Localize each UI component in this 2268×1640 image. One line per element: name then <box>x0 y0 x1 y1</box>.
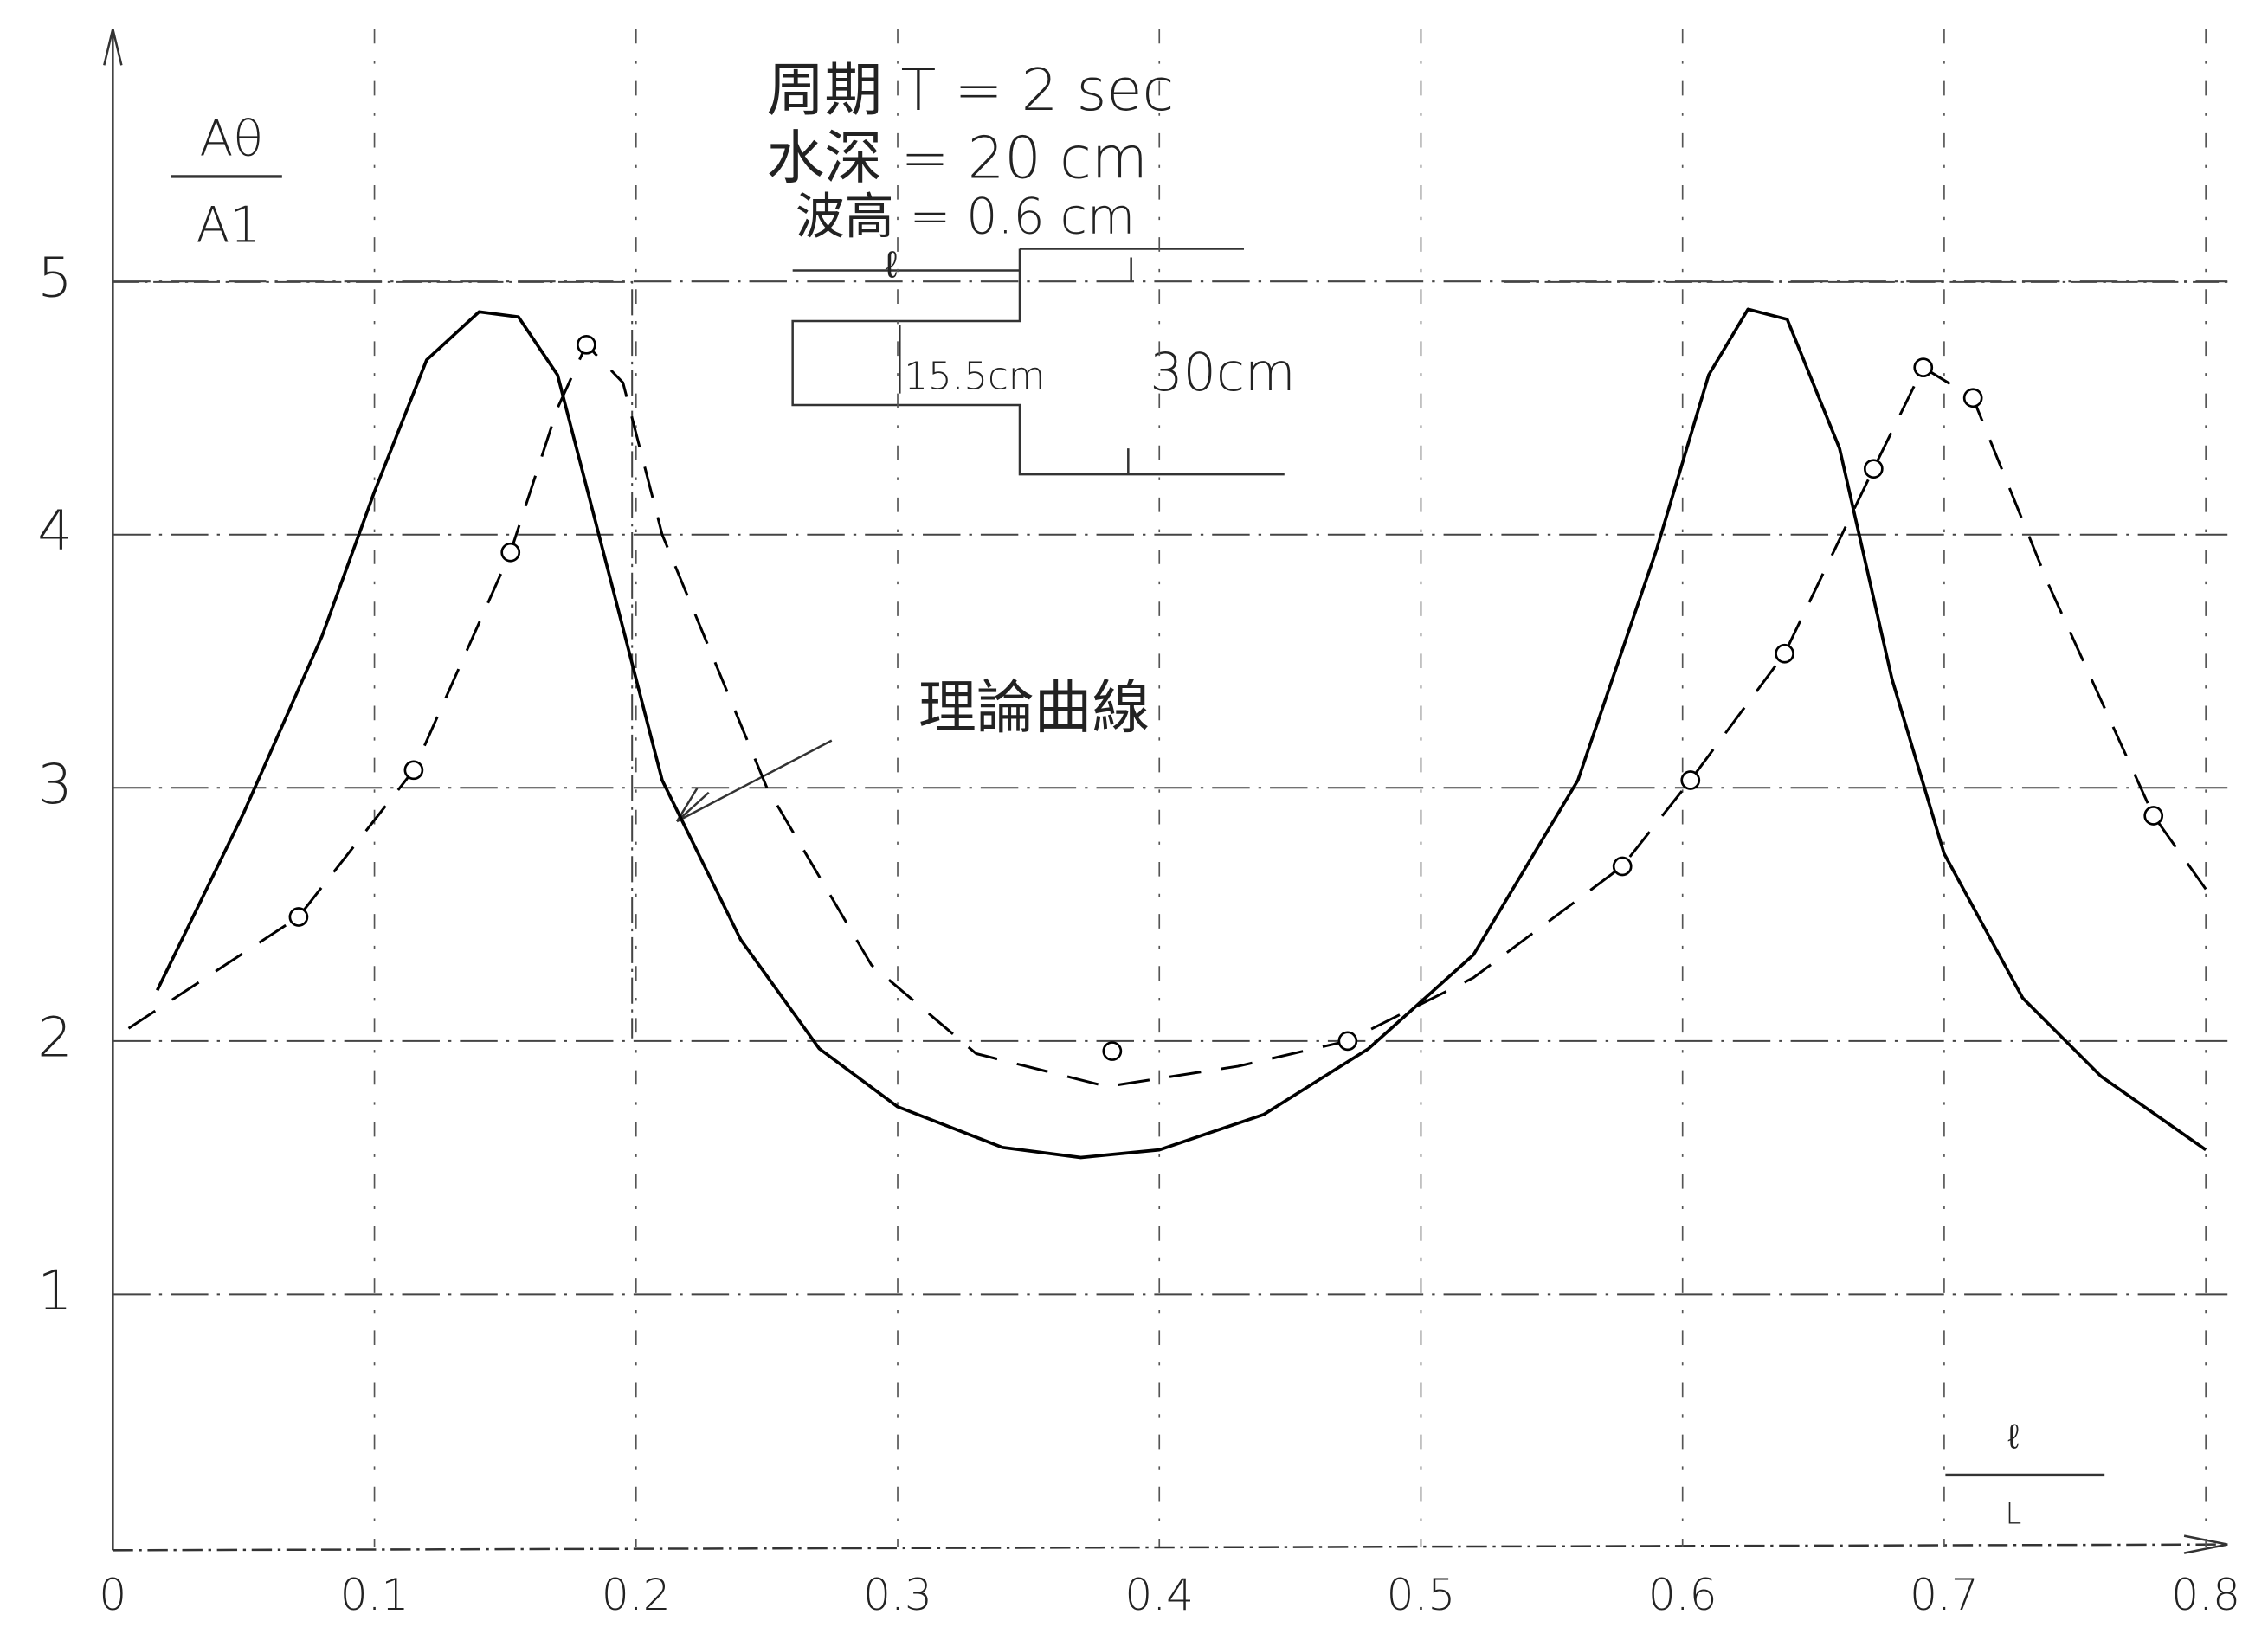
x-axis-arrow <box>2183 1534 2228 1554</box>
data-point <box>577 334 596 355</box>
annotation-arrow <box>675 739 833 823</box>
data-point <box>1863 459 1884 479</box>
x-tick-label: 0.3 <box>863 1569 932 1620</box>
y-tick-label: 3 <box>37 752 72 816</box>
annotation: 30cm <box>1150 343 1295 403</box>
experiment-curve <box>127 343 2207 1088</box>
x-tick-label: 0 <box>99 1569 126 1620</box>
data-point <box>1775 643 1794 664</box>
data-point <box>1337 1031 1358 1052</box>
x-tick-label: 0.7 <box>1910 1569 1979 1620</box>
x-axis <box>113 1543 2228 1552</box>
annotation: 周期 T = 2 sec <box>767 56 1175 124</box>
data-point <box>288 907 309 927</box>
y-tick-label: 1 <box>37 1258 72 1322</box>
x-tick-label: 0.6 <box>1648 1569 1717 1620</box>
x-tick-label: 0.1 <box>340 1569 409 1620</box>
x-tick-label: 0.2 <box>602 1569 671 1620</box>
x-label-denominator: L <box>2006 1497 2022 1531</box>
data-point <box>500 542 521 563</box>
data-point <box>403 760 424 781</box>
y-tick-label: 4 <box>37 498 72 563</box>
annotation: 15.5cm <box>904 355 1045 398</box>
data-point <box>2143 806 2164 826</box>
y-axis-arrow <box>103 29 123 66</box>
x-tick-label: 0.4 <box>1124 1569 1194 1620</box>
step-sketch <box>791 248 1285 476</box>
annotation: 理論曲線 <box>918 674 1150 742</box>
y-label-numerator: Aθ <box>200 110 264 167</box>
data-point <box>1102 1041 1123 1061</box>
x-tick-label: 0.8 <box>2171 1569 2240 1620</box>
annotation: 波高 = 0.6 cm <box>796 189 1135 246</box>
data-point <box>1962 388 1983 408</box>
frame-line <box>113 280 2228 1039</box>
x-label-numerator: ℓ <box>2007 1418 2019 1457</box>
x-tick-label: 0.5 <box>1387 1569 1456 1620</box>
data-point <box>1612 856 1633 877</box>
data-point <box>1913 357 1934 378</box>
theory-curve <box>155 307 2207 1160</box>
annotation: ℓ <box>886 244 898 287</box>
data-point <box>1680 770 1701 790</box>
y-tick-label: 5 <box>37 246 72 310</box>
y-label-denominator: A1 <box>197 197 261 254</box>
annotation: 水深 = 20 cm <box>767 125 1148 192</box>
y-tick-label: 2 <box>37 1005 72 1069</box>
